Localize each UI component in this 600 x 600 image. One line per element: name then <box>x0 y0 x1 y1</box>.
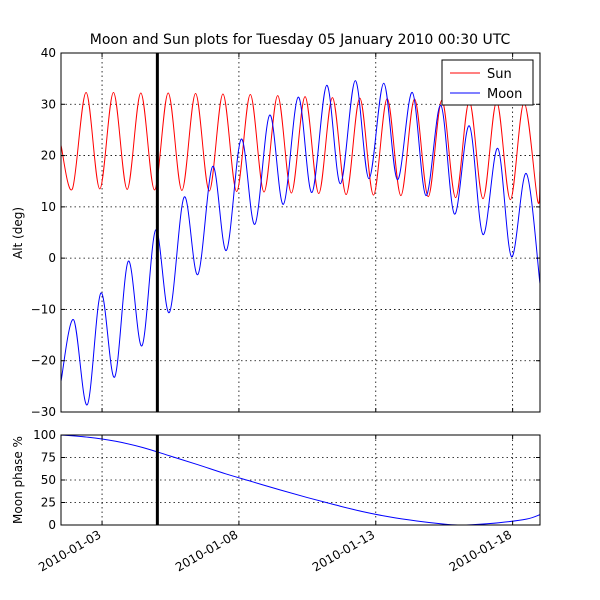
y-tick-label: 100 <box>33 428 56 442</box>
y-tick-label: 30 <box>41 97 56 111</box>
series-line-moon <box>61 80 540 406</box>
y-tick-label: 20 <box>41 149 56 163</box>
y-tick-label: −30 <box>31 405 56 419</box>
y-tick-label: 50 <box>41 473 56 487</box>
legend-label-sun: Sun <box>487 67 512 82</box>
legend-label-moon: Moon <box>487 87 522 102</box>
y-tick-label: 75 <box>41 451 56 465</box>
y-tick-label: 40 <box>41 46 56 60</box>
plot-frame <box>60 52 541 413</box>
y-tick-label: −20 <box>31 354 56 368</box>
alt-axis-label: Alt (deg) <box>11 207 25 259</box>
altitude-panel: −30 −20 −10 0 10 20 30 40 Sun Moon <box>31 46 541 419</box>
chart-title: Moon and Sun plots for Tuesday 05 Januar… <box>90 32 511 48</box>
moon-phase-axis-label: Moon phase % <box>11 436 25 524</box>
legend-box <box>441 59 534 106</box>
legend: Sun Moon <box>441 59 534 106</box>
moon-phase-panel: 0 25 50 75 100 2010-01-03 2010-01-08 2010-01-13… <box>33 428 541 574</box>
y-tick-label: 0 <box>48 251 56 265</box>
y-tick-label: 0 <box>48 518 56 532</box>
y-tick-label: −10 <box>31 302 56 316</box>
y-tick-label: 10 <box>41 200 56 214</box>
x-tick-label: 2010-01-13 <box>310 527 377 574</box>
x-tick-label: 2010-01-08 <box>173 527 240 574</box>
y-tick-label: 25 <box>41 496 56 510</box>
x-tick-label: 2010-01-03 <box>36 527 103 574</box>
plot-layer: −30 −20 −10 0 10 20 30 40 Sun Moon 0 25 50 75 100 2010-… <box>31 46 541 574</box>
x-tick-label: 2010-01-18 <box>447 527 514 574</box>
series-line-sun <box>61 91 540 204</box>
